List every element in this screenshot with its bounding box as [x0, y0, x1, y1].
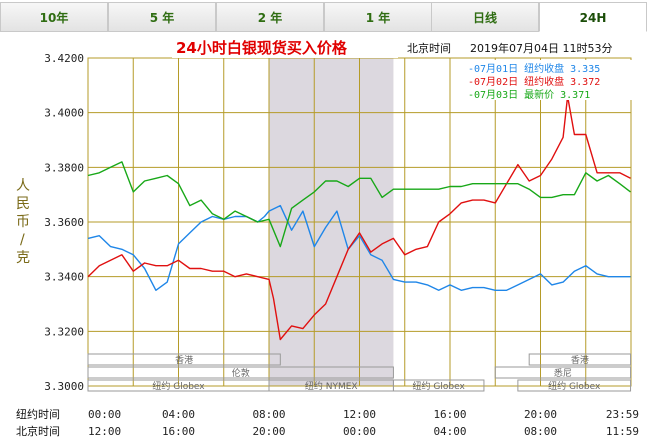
market-session-bar — [528, 353, 632, 366]
market-session-bar — [517, 379, 632, 392]
bj-time-row-label: 北京时间 — [16, 424, 60, 438]
x-tick-label-bj: 16:00 — [162, 425, 195, 438]
x-tick-label-ny: 20:00 — [524, 408, 557, 421]
chart-title: 24小时白银现货买入价格 — [176, 39, 348, 57]
tab-1-year[interactable]: 1 年 — [324, 2, 432, 32]
market-label-globex: 纽约 Globex — [548, 380, 601, 392]
x-tick-label-ny: 04:00 — [162, 408, 195, 421]
market-session-bar — [87, 366, 394, 379]
x-tick-label-bj: 04:00 — [433, 425, 466, 438]
legend-box — [465, 60, 635, 100]
series-line-1 — [87, 204, 631, 291]
chart-grid — [87, 57, 632, 387]
market-label-globex: 纽约 Globex — [413, 380, 466, 392]
timezone-label: 北京时间 — [407, 41, 451, 55]
y-tick-label: 3.3600 — [44, 216, 84, 229]
x-tick-label-ny: 00:00 — [88, 408, 121, 421]
timestamp-backdrop — [405, 38, 635, 56]
series-line-3 — [87, 161, 631, 248]
market-label-hongkong: 香港 — [175, 354, 193, 366]
y-tick-label: 3.4200 — [44, 52, 84, 65]
market-session-bar — [494, 366, 632, 379]
x-tick-label-bj: 08:00 — [524, 425, 557, 438]
tab-10-years[interactable]: 10年 — [0, 2, 108, 32]
x-tick-label-bj: 12:00 — [88, 425, 121, 438]
market-label-hongkong: 香港 — [571, 354, 589, 366]
y-axis-ticks: 3.4200 3.4000 3.3800 3.3600 3.3400 3.3200 3.30… — [44, 52, 84, 393]
legend-entry: -07月02日 纽约收盘 3.372 — [468, 75, 600, 88]
x-tick-label-ny: 23:59 — [606, 408, 639, 421]
legend: -07月01日 纽约收盘 3.335-07月02日 纽约收盘 3.372-07月… — [465, 60, 635, 101]
market-label-globex: 纽约 Globex — [152, 380, 205, 392]
tab-5-years[interactable]: 5 年 — [108, 2, 216, 32]
market-label-sydney: 悉尼 — [554, 367, 572, 379]
title-backdrop — [172, 36, 398, 58]
market-label-london: 伦敦 — [232, 367, 250, 379]
x-tick-label-bj: 00:00 — [343, 425, 376, 438]
y-axis-label: 人民币/克 — [16, 178, 30, 266]
x-tick-label-bj: 11:59 — [606, 425, 639, 438]
y-tick-label: 3.3200 — [44, 325, 84, 338]
y-tick-label: 3.4000 — [44, 107, 84, 120]
y-tick-label: 3.3400 — [44, 271, 84, 284]
timestamp: 2019年07月04日 11时53分 — [470, 41, 612, 55]
tab-24h[interactable]: 24H — [539, 2, 647, 32]
tab-daily[interactable]: 日线 — [431, 2, 539, 32]
market-session-bar — [87, 353, 281, 366]
x-tick-label-ny: 16:00 — [433, 408, 466, 421]
market-label-nymex: 纽约 NYMEX — [305, 380, 358, 392]
ny-time-row-label: 纽约时间 — [16, 407, 60, 421]
market-sessions: 香港 香港 伦敦 悉尼 纽约 Globex 纽约 NYMEX 纽约 Globex… — [87, 353, 632, 392]
x-tick-label-bj: 20:00 — [252, 425, 285, 438]
chart-series — [87, 95, 631, 341]
x-axis-ticks: 00:00 12:00 04:00 16:00 08:00 20:00 12:00 00:00… — [88, 408, 639, 438]
price-chart: 香港 香港 伦敦 悉尼 纽约 Globex 纽约 NYMEX 纽约 Globex… — [16, 36, 639, 438]
tab-2-years[interactable]: 2 年 — [216, 2, 324, 32]
y-tick-label: 3.3000 — [44, 380, 84, 393]
x-tick-label-ny: 08:00 — [252, 408, 285, 421]
y-tick-label: 3.3800 — [44, 161, 84, 174]
legend-entry: -07月01日 纽约收盘 3.335 — [468, 62, 600, 75]
series-line-2 — [87, 95, 631, 341]
x-tick-label-ny: 12:00 — [343, 408, 376, 421]
period-tab-bar: 10年 5 年 2 年 1 年 日线 24H — [0, 0, 647, 32]
legend-entry: -07月03日 最新价 3.371 — [468, 88, 590, 101]
market-session-bar — [87, 379, 270, 392]
